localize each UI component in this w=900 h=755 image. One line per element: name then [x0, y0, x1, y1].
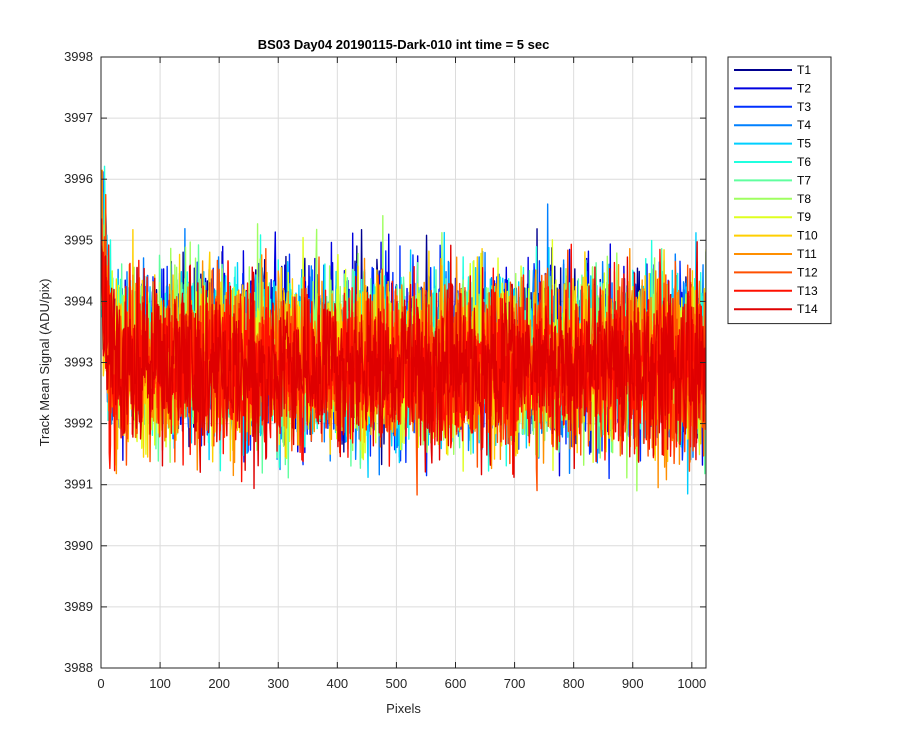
x-tick-label: 500: [386, 676, 408, 691]
x-tick-label: 600: [445, 676, 467, 691]
chart-title: BS03 Day04 20190115-Dark-010 int time = …: [258, 37, 550, 52]
y-tick-label: 3993: [64, 355, 93, 370]
legend-label: T2: [797, 81, 811, 95]
x-tick-label: 1000: [677, 676, 706, 691]
y-tick-label: 3989: [64, 599, 93, 614]
x-tick-label: 700: [504, 676, 526, 691]
series-line-t14: [101, 241, 706, 490]
y-tick-label: 3988: [64, 660, 93, 675]
y-tick-label: 3996: [64, 171, 93, 186]
x-tick-label: 300: [267, 676, 289, 691]
y-tick-label: 3997: [64, 110, 93, 125]
legend-label: T8: [797, 192, 811, 206]
x-tick-label: 900: [622, 676, 644, 691]
legend-label: T3: [797, 100, 811, 114]
legend: T1 T2 T3 T4 T5 T6 T7 T8 T9 T10 T11 T12 T13 T14: [727, 56, 832, 325]
series-lines: [101, 165, 706, 496]
y-tick-label: 3994: [64, 293, 93, 308]
x-tick-label: 200: [208, 676, 230, 691]
legend-label: T12: [797, 265, 818, 279]
legend-label: T9: [797, 210, 811, 224]
y-tick-label: 3995: [64, 232, 93, 247]
y-tick-label: 3998: [64, 49, 93, 64]
legend-label: T10: [797, 229, 818, 243]
x-tick-label: 0: [97, 676, 104, 691]
y-tick-label: 3990: [64, 538, 93, 553]
y-tick-label: 3991: [64, 477, 93, 492]
legend-label: T7: [797, 173, 811, 187]
legend-label: T11: [797, 247, 817, 261]
legend-label: T6: [797, 155, 811, 169]
y-tick-label: 3992: [64, 416, 93, 431]
legend-label: T14: [797, 302, 818, 316]
x-tick-label: 800: [563, 676, 585, 691]
legend-box: [727, 56, 832, 325]
legend-label: T1: [797, 63, 811, 77]
legend-label: T4: [797, 118, 811, 132]
x-tick-label: 100: [149, 676, 171, 691]
axis-ticks: 0 100 200 300 400 500 600 700 800 900 1000 3988 3989…: [64, 49, 706, 691]
y-axis-label: Track Mean Signal (ADU/pix): [37, 279, 52, 447]
legend-label: T13: [797, 284, 818, 298]
x-axis-label: Pixels: [386, 701, 421, 716]
x-tick-label: 400: [326, 676, 348, 691]
legend-label: T5: [797, 137, 811, 151]
